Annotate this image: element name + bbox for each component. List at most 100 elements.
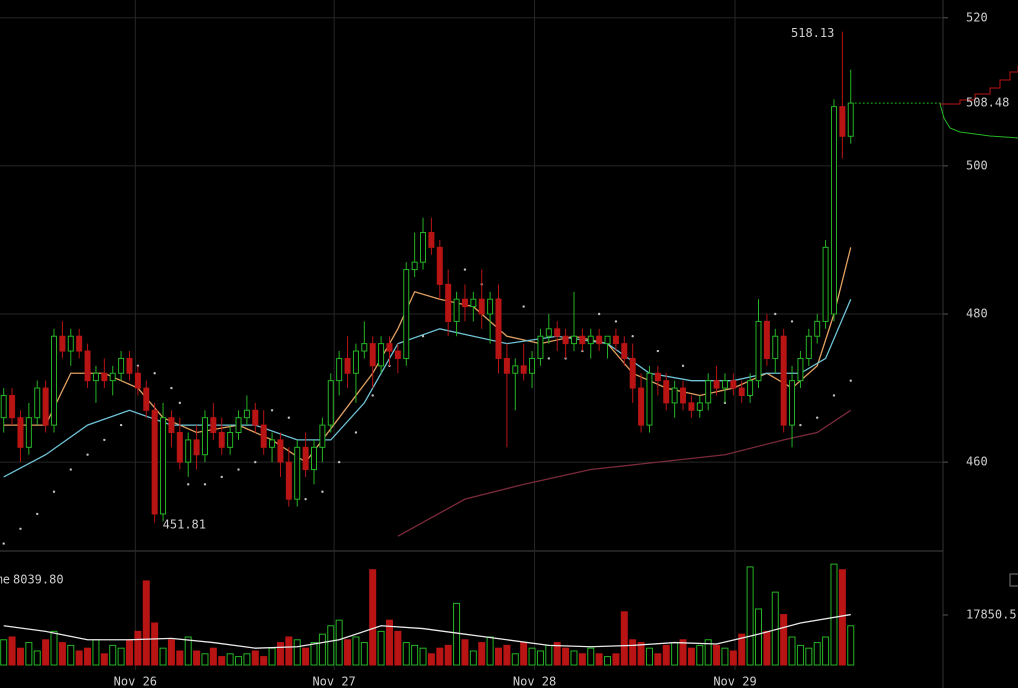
volume-bar <box>453 602 461 666</box>
close-button[interactable] <box>1009 573 1018 587</box>
volume-bar <box>377 630 385 666</box>
candle-body <box>227 432 234 448</box>
volume-bar <box>352 636 360 666</box>
candle-body <box>185 439 192 463</box>
volume-bar <box>25 642 33 666</box>
sar-dot <box>790 320 794 323</box>
sar-dot <box>304 497 307 501</box>
sar-dot <box>178 401 182 405</box>
candle-body <box>562 335 569 345</box>
candle-body <box>604 335 611 345</box>
volume-bar <box>151 622 159 666</box>
volume-bar <box>302 647 310 666</box>
volume-bar <box>327 625 335 666</box>
candle-body <box>403 269 410 359</box>
candle-body <box>520 365 527 374</box>
sar-dot <box>2 542 5 545</box>
volume-bar <box>184 636 192 666</box>
candle-body <box>101 372 108 382</box>
candle-body <box>671 387 678 404</box>
volume-bar <box>226 653 234 666</box>
candle-body <box>201 417 208 456</box>
candle-body <box>269 439 276 448</box>
sar-dot <box>799 423 802 427</box>
candle-body <box>25 417 32 448</box>
candle-body <box>721 380 728 389</box>
sar-dot <box>421 335 425 338</box>
volume-bar <box>495 647 503 666</box>
volume-bar <box>729 650 737 666</box>
high-label: 518.13 <box>791 26 834 40</box>
sar-dot <box>69 468 72 471</box>
candle-body <box>579 335 586 345</box>
volume-bar <box>318 633 326 666</box>
y-tick-label: 460 <box>966 455 988 469</box>
sar-dot <box>220 475 223 479</box>
sar-dot <box>86 453 89 456</box>
candle-body <box>59 335 66 352</box>
volume-bar <box>788 636 796 666</box>
candle-body <box>747 380 754 396</box>
volume-bar <box>293 639 301 666</box>
volume-bar <box>545 644 553 666</box>
candle-body <box>109 372 116 382</box>
candle-body <box>621 343 628 359</box>
candle-body <box>76 335 83 352</box>
sar-dot <box>774 312 777 316</box>
candle-body <box>688 402 695 411</box>
volume-bar <box>654 653 662 666</box>
low-label: 451.81 <box>163 517 206 531</box>
candle-body <box>92 372 99 382</box>
sar-dot <box>815 416 819 419</box>
volume-bar <box>822 636 830 666</box>
candle-body <box>646 372 653 426</box>
volume-bar <box>16 647 24 666</box>
volume-bar <box>419 647 427 666</box>
candle-body <box>705 380 712 404</box>
bid-depth <box>939 103 1018 139</box>
volume-bar <box>276 642 284 666</box>
volume-bar <box>344 639 352 666</box>
sar-dot <box>270 409 274 412</box>
volume-bar <box>251 650 259 666</box>
candle-body <box>763 320 770 359</box>
volume-bar <box>847 625 855 666</box>
volume-bar <box>520 642 528 666</box>
candle-body <box>67 335 74 352</box>
candle-body <box>252 409 259 426</box>
volume-bar <box>553 642 561 666</box>
candle-body <box>143 387 150 411</box>
candle-body <box>638 387 645 426</box>
ask-depth <box>940 66 1018 105</box>
volume-bar <box>42 639 50 666</box>
volume-bar <box>67 644 75 666</box>
candle-body <box>176 432 183 463</box>
volume-bar <box>33 650 41 666</box>
sar-dot <box>170 386 173 390</box>
candle-body <box>0 394 7 419</box>
volume-bar <box>84 647 92 666</box>
candle-body <box>654 372 661 382</box>
candle-body <box>394 350 401 359</box>
sar-dot <box>103 438 106 442</box>
candle-body <box>772 335 779 359</box>
volume-bar <box>100 653 108 666</box>
sar-dot <box>614 320 618 323</box>
candle-body <box>9 394 16 419</box>
x-tick-label: Nov 28 <box>513 675 556 688</box>
volume-bar <box>679 639 687 666</box>
sar-dot <box>321 490 324 493</box>
volume-bar <box>193 650 201 666</box>
candle-body <box>436 246 443 285</box>
sar-dot <box>631 335 634 338</box>
volume-bar <box>721 647 729 666</box>
volume-bar <box>536 650 544 666</box>
candle-body <box>294 446 301 500</box>
volume-bar <box>696 644 704 666</box>
volume-bar <box>50 630 58 666</box>
candle-body <box>612 335 619 345</box>
candle-body <box>570 335 577 345</box>
volume-bar <box>562 647 570 666</box>
candle-body <box>193 439 200 456</box>
volume-bar <box>587 647 595 666</box>
